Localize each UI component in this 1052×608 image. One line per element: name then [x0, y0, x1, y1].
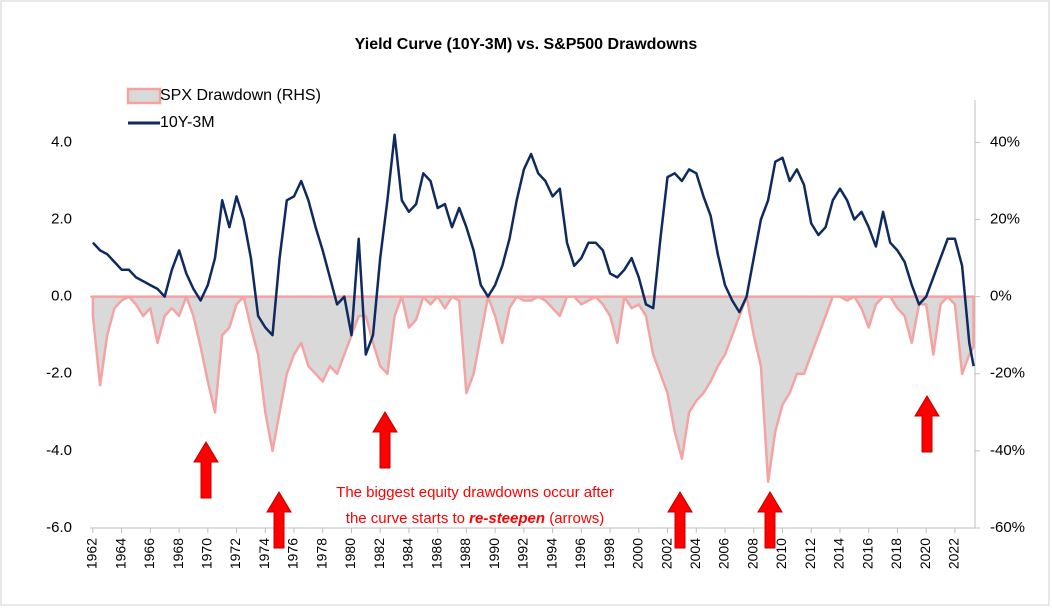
x-tick-label: 1978 — [313, 538, 329, 569]
x-tick-label: 2016 — [859, 538, 875, 569]
x-tick-label: 1966 — [141, 538, 157, 569]
x-tick-label: 1992 — [515, 538, 531, 569]
annotation-part: the curve starts to — [346, 510, 469, 527]
plot-area: -6.0 -4.0 -2.0 0.0 2.0 4.0 -60% -40% -20% 0% 20% 40… — [46, 100, 1025, 569]
x-tick-label: 2020 — [917, 538, 933, 569]
legend-label: 10Y-3M — [160, 114, 215, 131]
annotation: The biggest equity drawdowns occur after — [336, 484, 614, 501]
y2-tick-label: -60% — [990, 519, 1025, 536]
annotation: the curve starts to re-steepen (arrows) — [346, 510, 604, 527]
x-tick-label: 1988 — [457, 538, 473, 569]
chart-title: Yield Curve (10Y-3M) vs. S&P500 Drawdown… — [355, 36, 698, 53]
legend-swatch — [126, 87, 162, 105]
x-tick-label: 1968 — [170, 538, 186, 569]
annotation-emphasis: re-steepen — [469, 510, 545, 527]
y2-tick-label: -20% — [990, 365, 1025, 382]
arrow — [372, 411, 398, 469]
arrow — [757, 491, 783, 549]
x-tick-label: 2008 — [744, 538, 760, 569]
x-tick-label: 1972 — [227, 538, 243, 569]
x-tick-label: 1998 — [601, 538, 617, 569]
y2-tick-label: 40% — [990, 133, 1020, 150]
x-tick-label: 1990 — [486, 538, 502, 569]
x-tick-label: 2018 — [888, 538, 904, 569]
x-tick-label: 1982 — [371, 538, 387, 569]
x-tick-label: 1962 — [84, 538, 100, 569]
y-tick-label: -6.0 — [46, 519, 72, 536]
y2-tick-label: 20% — [990, 211, 1020, 228]
y2-tick-label: -40% — [990, 442, 1025, 459]
y-tick-label: 2.0 — [51, 211, 72, 228]
x-tick-label: 1976 — [285, 538, 301, 569]
x-tick-label: 1974 — [256, 538, 272, 569]
arrow — [266, 491, 292, 549]
x-tick-label: 1970 — [199, 538, 215, 569]
x-tick-label: 2022 — [946, 538, 962, 569]
yield-line — [91, 133, 975, 367]
x-tick-label: 1984 — [400, 538, 416, 569]
y-tick-label: 4.0 — [51, 133, 72, 150]
x-tick-label: 1964 — [112, 538, 128, 569]
y2-tick-label: 0% — [990, 288, 1012, 305]
x-tick-label: 2000 — [630, 538, 646, 569]
x-tick-label: 2014 — [831, 538, 847, 569]
y-tick-label: 0.0 — [51, 288, 72, 305]
x-tick-label: 2006 — [716, 538, 732, 569]
x-tick-label: 1996 — [572, 538, 588, 569]
x-tick-label: 2002 — [658, 538, 674, 569]
x-tick-label: 2010 — [773, 538, 789, 569]
x-tick-label: 1980 — [342, 538, 358, 569]
legend-label: SPX Drawdown (RHS) — [160, 87, 321, 104]
x-tick-label: 2012 — [802, 538, 818, 569]
x-tick-label: 2004 — [687, 538, 703, 569]
arrows — [193, 395, 940, 549]
arrow — [914, 395, 940, 453]
x-tick-label: 1986 — [428, 538, 444, 569]
x-tick-label: 1994 — [543, 538, 559, 569]
y-tick-label: -4.0 — [46, 442, 72, 459]
annotation-part: (arrows) — [545, 510, 604, 527]
y-tick-label: -2.0 — [46, 365, 72, 382]
arrow — [193, 441, 219, 499]
arrow — [667, 491, 693, 549]
